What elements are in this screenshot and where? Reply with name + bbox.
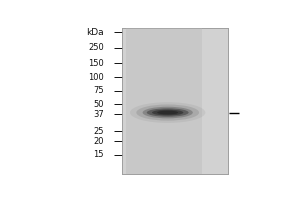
Bar <box>125 28 202 174</box>
Text: 50: 50 <box>93 100 104 109</box>
Text: 37: 37 <box>93 110 104 119</box>
Ellipse shape <box>157 111 178 114</box>
Text: 20: 20 <box>93 137 104 146</box>
Ellipse shape <box>136 104 199 121</box>
Text: 25: 25 <box>93 127 104 136</box>
Ellipse shape <box>130 102 206 123</box>
Text: 75: 75 <box>93 86 104 95</box>
Bar <box>122 28 228 174</box>
Text: 100: 100 <box>88 73 104 82</box>
Ellipse shape <box>147 108 189 117</box>
Text: 250: 250 <box>88 43 104 52</box>
Text: kDa: kDa <box>86 28 104 37</box>
Ellipse shape <box>152 110 183 115</box>
Text: 15: 15 <box>93 150 104 159</box>
Text: 150: 150 <box>88 59 104 68</box>
Ellipse shape <box>142 107 193 118</box>
